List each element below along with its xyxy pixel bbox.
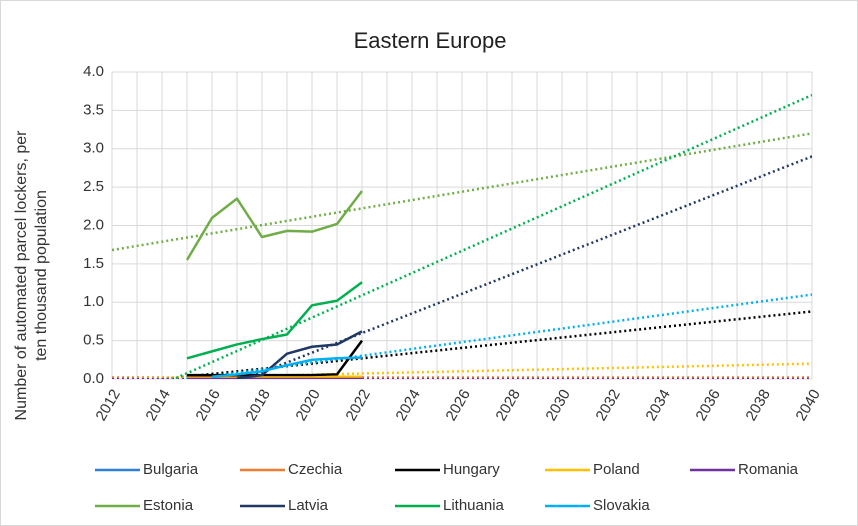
legend-label: Hungary xyxy=(443,461,500,478)
series-line xyxy=(186,281,363,360)
y-tick-label: 0.5 xyxy=(83,332,104,349)
legend-label: Estonia xyxy=(143,497,194,514)
y-tick-label: 4.0 xyxy=(83,63,104,80)
y-tick-label: 1.0 xyxy=(83,293,104,310)
trend-line xyxy=(241,155,812,379)
series-line xyxy=(211,356,363,378)
y-axis-label: Number of automated parcel lockers, per xyxy=(13,130,30,421)
legend-label: Poland xyxy=(593,461,640,478)
legend-label: Lithuania xyxy=(443,497,505,514)
legend-label: Latvia xyxy=(288,497,329,514)
legend-label: Slovakia xyxy=(593,497,650,514)
series-line xyxy=(236,330,363,379)
y-tick-label: 0.0 xyxy=(83,370,104,387)
legend-label: Czechia xyxy=(288,461,343,478)
chart-title: Eastern Europe xyxy=(354,28,507,53)
y-tick-label: 3.0 xyxy=(83,140,104,157)
legend-label: Bulgaria xyxy=(143,461,199,478)
y-tick-label: 2.5 xyxy=(83,178,104,195)
series-line xyxy=(185,190,363,261)
legend-label: Romania xyxy=(738,461,799,478)
y-tick-label: 3.5 xyxy=(83,101,104,118)
y-tick-label: 2.0 xyxy=(83,216,104,233)
y-axis-label: ten thousand population xyxy=(33,190,50,361)
trend-line xyxy=(151,310,812,379)
trend-line xyxy=(112,132,812,252)
y-tick-label: 1.5 xyxy=(83,255,104,272)
